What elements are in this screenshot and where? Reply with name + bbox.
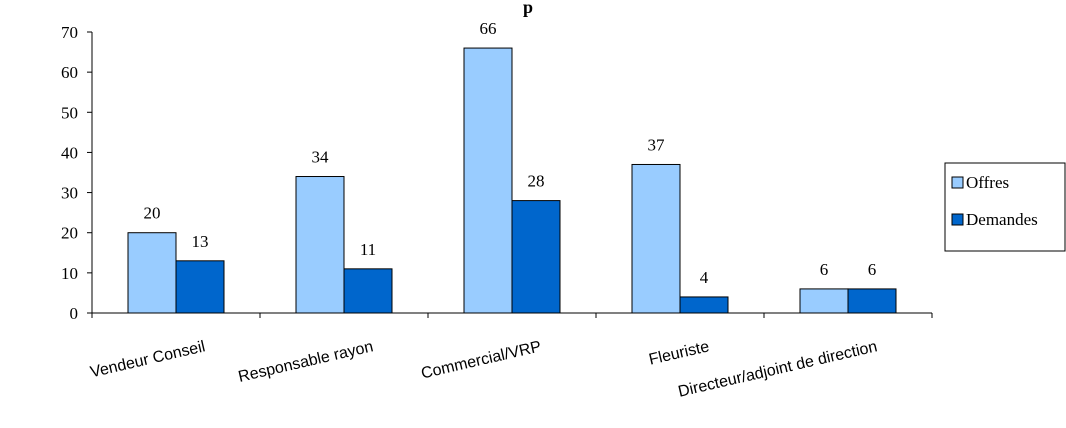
y-tick-label: 60: [61, 63, 78, 82]
chart-title: p: [523, 0, 533, 17]
y-tick-label: 50: [61, 103, 78, 122]
bar-offres-4: [799, 288, 849, 314]
bar-demandes-0: [175, 260, 225, 314]
data-label: 37: [648, 135, 666, 154]
bar-offres-3: [631, 163, 681, 314]
y-tick-label: 30: [61, 184, 78, 203]
y-tick-label: 40: [61, 143, 78, 162]
y-tick-label: 10: [61, 264, 78, 283]
x-tick-label: Vendeur Conseil: [89, 338, 207, 381]
data-label: 66: [480, 19, 497, 38]
bar-demandes-2: [511, 200, 561, 314]
bar-demandes-3: [679, 296, 729, 314]
bar-demandes-1: [343, 268, 393, 314]
y-tick-label: 20: [61, 224, 78, 243]
y-tick-label: 70: [61, 23, 78, 42]
bar-offres-2: [463, 47, 513, 314]
data-label: 28: [528, 172, 545, 191]
bar-offres-1: [295, 176, 345, 314]
data-label: 11: [360, 240, 376, 259]
data-label: 20: [144, 204, 161, 223]
legend-swatch-offres: [951, 176, 964, 189]
legend-label-offres: Offres: [966, 173, 1009, 192]
legend: Offres Demandes: [944, 162, 1066, 252]
data-label: 4: [700, 268, 709, 287]
data-label: 6: [820, 260, 829, 279]
legend-box: [944, 162, 1066, 252]
x-tick-label: Fleuriste: [647, 338, 711, 368]
bar-offres-0: [127, 232, 177, 314]
y-axis: 0 10 20 30 40 50 60 70: [61, 23, 93, 323]
y-tick-label: 0: [70, 304, 79, 323]
x-tick-label: Commercial/VRP: [420, 338, 543, 382]
legend-label-demandes: Demandes: [966, 210, 1038, 229]
data-label: 13: [192, 232, 209, 251]
category-labels: Vendeur Conseil Responsable rayon Commerci…: [89, 338, 879, 400]
x-axis: [91, 312, 933, 318]
legend-swatch-demandes: [951, 213, 964, 226]
data-label: 6: [868, 260, 877, 279]
data-label: 34: [312, 148, 330, 167]
x-tick-label: Responsable rayon: [237, 338, 375, 386]
bars: [127, 47, 897, 314]
bar-demandes-4: [847, 288, 897, 314]
